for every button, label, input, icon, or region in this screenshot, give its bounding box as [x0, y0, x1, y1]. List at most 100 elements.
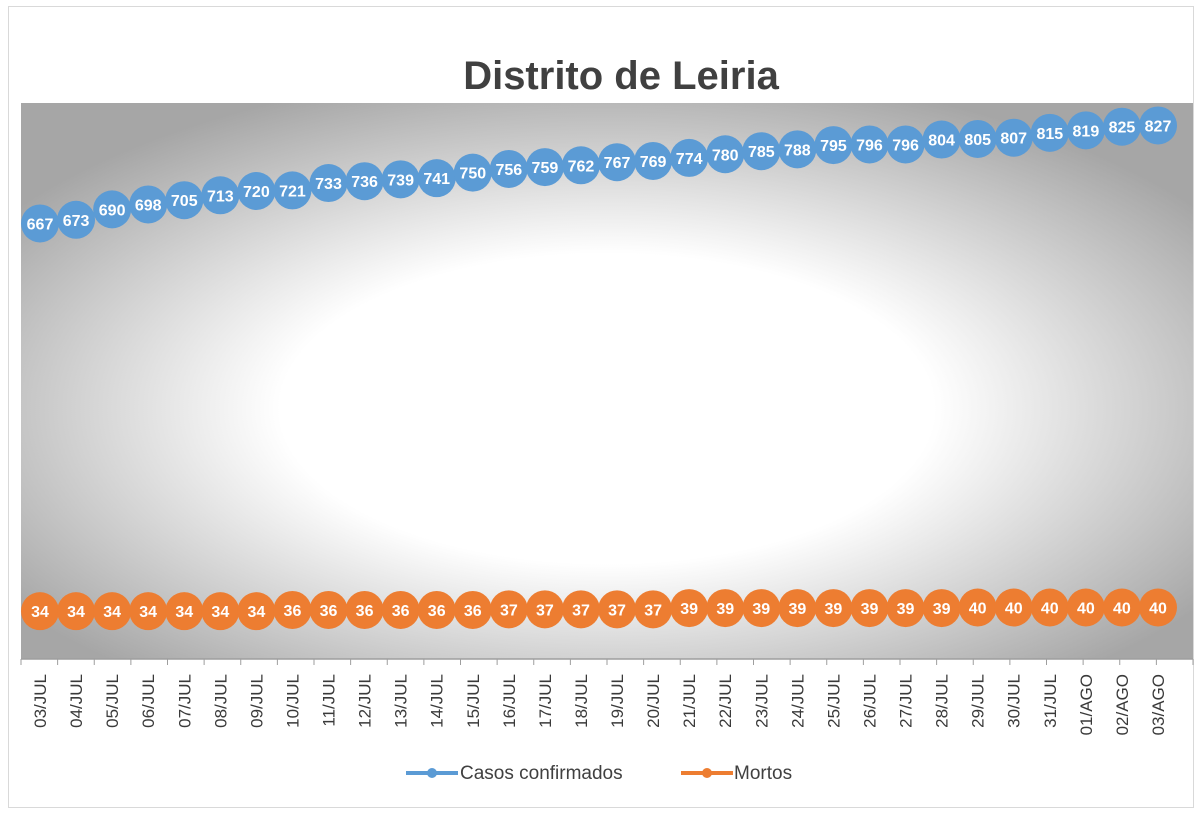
x-tick-label: 28/JUL: [933, 674, 952, 728]
data-label: 759: [532, 160, 559, 177]
data-label: 780: [712, 147, 739, 164]
data-label: 788: [784, 142, 811, 159]
data-point: [994, 118, 1033, 157]
data-label: 40: [1005, 601, 1023, 618]
data-label: 774: [676, 151, 703, 168]
data-point: [994, 588, 1033, 627]
data-label: 34: [175, 604, 193, 621]
data-label: 815: [1036, 126, 1063, 143]
data-point: [201, 176, 240, 215]
data-label: 36: [428, 603, 446, 620]
data-label: 690: [99, 202, 126, 219]
data-point: [525, 148, 564, 187]
data-point: [381, 160, 420, 199]
data-label: 750: [459, 166, 486, 183]
data-point: [814, 126, 853, 165]
data-point: [598, 143, 637, 182]
data-label: 713: [207, 188, 234, 205]
data-point: [850, 125, 889, 164]
data-label: 720: [243, 184, 270, 201]
data-label: 39: [897, 601, 915, 618]
data-point: [129, 592, 168, 631]
data-point: [309, 164, 348, 203]
x-tick-label: 09/JUL: [247, 674, 266, 728]
data-point: [778, 130, 817, 169]
chart-frame: Distrito de Leiria 667 673 690 698 705 713 720…: [8, 6, 1194, 808]
x-tick-label: 22/JUL: [716, 674, 735, 728]
data-label: 739: [387, 172, 414, 189]
data-point: [598, 590, 637, 629]
data-label: 37: [536, 602, 554, 619]
line-chart: Distrito de Leiria 667 673 690 698 705 713 720…: [20, 54, 1194, 794]
data-point: [237, 592, 276, 631]
x-tick-label: 04/JUL: [67, 674, 86, 728]
data-point: [1030, 113, 1069, 152]
x-tick-label: 18/JUL: [572, 674, 591, 728]
x-tick-label: 24/JUL: [788, 674, 807, 728]
x-tick-label: 31/JUL: [1041, 674, 1060, 728]
legend-swatch-marker: [427, 768, 437, 778]
x-tick-label: 02/AGO: [1113, 674, 1132, 735]
data-point: [93, 190, 132, 229]
data-label: 767: [604, 155, 631, 172]
data-label: 37: [572, 602, 590, 619]
data-label: 39: [716, 601, 734, 618]
x-tick-label: 11/JUL: [320, 674, 339, 727]
data-point: [1102, 588, 1141, 627]
data-point: [922, 589, 961, 628]
x-tick-label: 06/JUL: [139, 674, 158, 728]
data-label: 804: [928, 133, 955, 150]
data-label: 733: [315, 176, 342, 193]
data-label: 705: [171, 193, 198, 210]
x-tick-label: 27/JUL: [897, 674, 916, 728]
data-point: [670, 589, 709, 628]
data-point: [958, 588, 997, 627]
legend-label: Mortos: [734, 763, 792, 784]
x-tick-label: 23/JUL: [752, 674, 771, 728]
data-label: 39: [825, 601, 843, 618]
data-label: 807: [1000, 131, 1027, 148]
data-point: [345, 162, 384, 201]
data-label: 721: [279, 183, 306, 200]
x-tick-label: 01/AGO: [1077, 674, 1096, 735]
x-tick-label: 16/JUL: [500, 674, 519, 728]
x-tick-label: 30/JUL: [1005, 674, 1024, 728]
x-tick-label: 29/JUL: [969, 674, 988, 728]
data-label: 40: [1077, 601, 1095, 618]
data-label: 36: [392, 603, 410, 620]
chart-title: Distrito de Leiria: [463, 54, 779, 98]
data-label: 36: [464, 603, 482, 620]
x-tick-label: 05/JUL: [103, 674, 122, 728]
data-point: [886, 589, 925, 628]
data-point: [1139, 588, 1177, 627]
data-point: [489, 149, 528, 188]
data-point: [1030, 588, 1069, 627]
data-label: 36: [284, 603, 302, 620]
data-label: 40: [1149, 601, 1167, 618]
data-label: 34: [103, 604, 121, 621]
x-tick-label: 10/JUL: [283, 674, 302, 728]
legend-label: Casos confirmados: [460, 763, 623, 784]
data-label: 39: [752, 601, 770, 618]
data-point: [886, 125, 925, 164]
x-tick-label: 25/JUL: [824, 674, 843, 728]
data-label: 39: [861, 601, 879, 618]
data-point: [850, 589, 889, 628]
data-point: [814, 589, 853, 628]
x-tick-label: 13/JUL: [392, 674, 411, 728]
data-label: 796: [856, 137, 883, 154]
data-label: 741: [423, 171, 450, 188]
data-label: 36: [320, 603, 338, 620]
data-point: [706, 135, 745, 174]
data-point: [1066, 588, 1105, 627]
data-label: 796: [892, 137, 919, 154]
data-label: 36: [356, 603, 374, 620]
data-point: [345, 590, 384, 629]
legend-swatch-marker: [702, 768, 712, 778]
x-tick-label: 03/AGO: [1149, 674, 1168, 735]
data-point: [1139, 106, 1177, 145]
data-label: 34: [211, 604, 229, 621]
data-label: 39: [933, 601, 951, 618]
data-point: [634, 590, 673, 629]
data-point: [273, 171, 312, 210]
